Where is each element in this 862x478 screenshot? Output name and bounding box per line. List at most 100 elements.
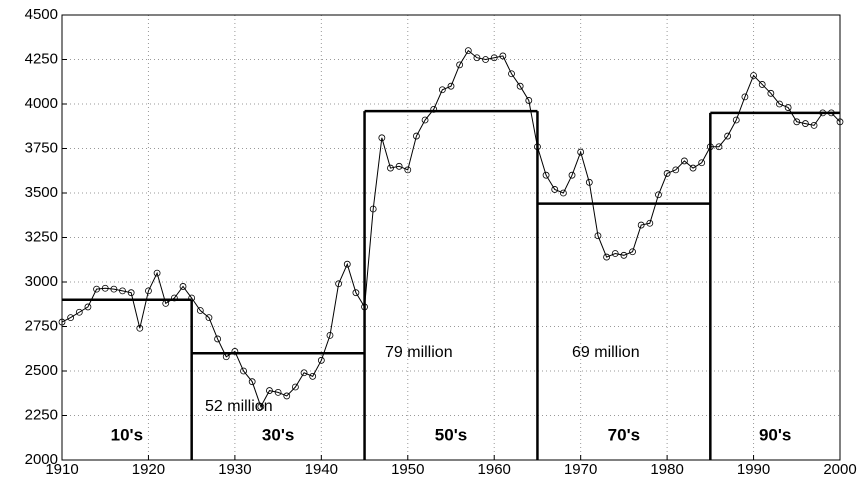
x-tick-label: 1920 [132, 461, 165, 478]
data-point [326, 331, 334, 339]
data-point [473, 54, 481, 62]
plot-frame [61, 14, 841, 461]
data-point [637, 221, 645, 229]
data-point [482, 56, 489, 63]
y-tick-label: 3750 [25, 139, 58, 156]
y-tick-label: 3000 [25, 273, 58, 290]
data-point [758, 81, 766, 88]
x-tick-label: 1930 [218, 461, 251, 478]
data-point [240, 367, 247, 375]
y-tick-label: 4500 [25, 6, 58, 23]
data-point [447, 82, 455, 90]
x-tick-label: 1950 [391, 461, 424, 478]
y-tick-label: 2250 [25, 406, 58, 423]
data-point [274, 388, 282, 396]
data-point [214, 335, 222, 343]
data-point [136, 324, 144, 332]
x-tick-label: 1910 [45, 461, 78, 478]
data-point [741, 93, 749, 101]
data-point [266, 387, 273, 394]
decade-label: 70's [608, 425, 640, 444]
decade-label: 50's [435, 425, 467, 444]
data-point [317, 356, 325, 364]
data-point [395, 162, 403, 170]
data-point [802, 120, 809, 127]
y-tick-label: 4250 [25, 50, 58, 67]
data-point [110, 285, 118, 293]
x-tick-label: 1970 [564, 461, 597, 478]
data-point [508, 70, 515, 78]
data-point [205, 314, 213, 322]
data-point [335, 280, 343, 288]
data-point [283, 392, 291, 400]
data-point [67, 314, 75, 322]
data-point [663, 170, 671, 177]
data-point [343, 260, 351, 268]
data-point [750, 72, 757, 79]
data-point [352, 289, 360, 297]
data-point [724, 132, 732, 140]
data-point [516, 82, 524, 90]
data-point [248, 378, 256, 386]
data-point [559, 189, 567, 197]
data-point [93, 285, 100, 293]
data-point [257, 403, 265, 411]
data-point [525, 97, 533, 104]
data-point [101, 284, 109, 292]
annotation: 52 million [205, 398, 273, 415]
data-point [300, 369, 308, 377]
decade-label: 30's [262, 425, 294, 444]
data-point [499, 52, 507, 60]
data-point [438, 86, 446, 94]
data-point [84, 303, 92, 311]
x-tick-label: 1940 [305, 461, 338, 478]
x-tick-label: 1990 [737, 461, 770, 478]
data-point [655, 191, 662, 199]
data-point [309, 372, 317, 380]
data-point [404, 166, 412, 174]
data-point [611, 250, 619, 257]
data-point [127, 289, 135, 297]
data-point [585, 178, 593, 186]
data-point [672, 166, 680, 174]
data-point [689, 164, 697, 172]
data-point [784, 104, 792, 111]
y-tick-label: 3250 [25, 228, 58, 245]
data-point [620, 251, 628, 259]
data-point [421, 116, 429, 124]
data-point [291, 383, 299, 391]
data-point [551, 186, 559, 193]
data-point [776, 100, 783, 108]
data-point [58, 318, 66, 326]
data-point [464, 47, 472, 54]
annotation: 69 million [572, 344, 640, 361]
data-point [732, 116, 740, 124]
data-point [153, 269, 161, 277]
annotation: 79 million [385, 344, 453, 361]
data-point [75, 308, 83, 316]
data-point [119, 287, 126, 295]
data-point [387, 164, 394, 172]
x-tick-label: 1960 [478, 461, 511, 478]
data-point [629, 248, 636, 256]
data-point [542, 171, 550, 179]
data-point [715, 143, 723, 151]
data-point [413, 132, 420, 140]
data-point [378, 134, 386, 142]
data-point [810, 121, 818, 129]
data-point [179, 283, 187, 290]
data-point [767, 89, 775, 97]
data-point [456, 61, 464, 69]
data-point [568, 171, 576, 179]
data-point [836, 118, 844, 126]
y-tick-label: 4000 [25, 95, 58, 112]
y-tick-label: 2750 [25, 317, 58, 334]
decade-label: 90's [759, 425, 791, 444]
x-tick-label: 1980 [650, 461, 683, 478]
y-tick-label: 2500 [25, 362, 58, 379]
data-point [490, 54, 498, 62]
y-tick-label: 3500 [25, 184, 58, 201]
data-point [196, 307, 204, 314]
data-point [577, 148, 585, 156]
